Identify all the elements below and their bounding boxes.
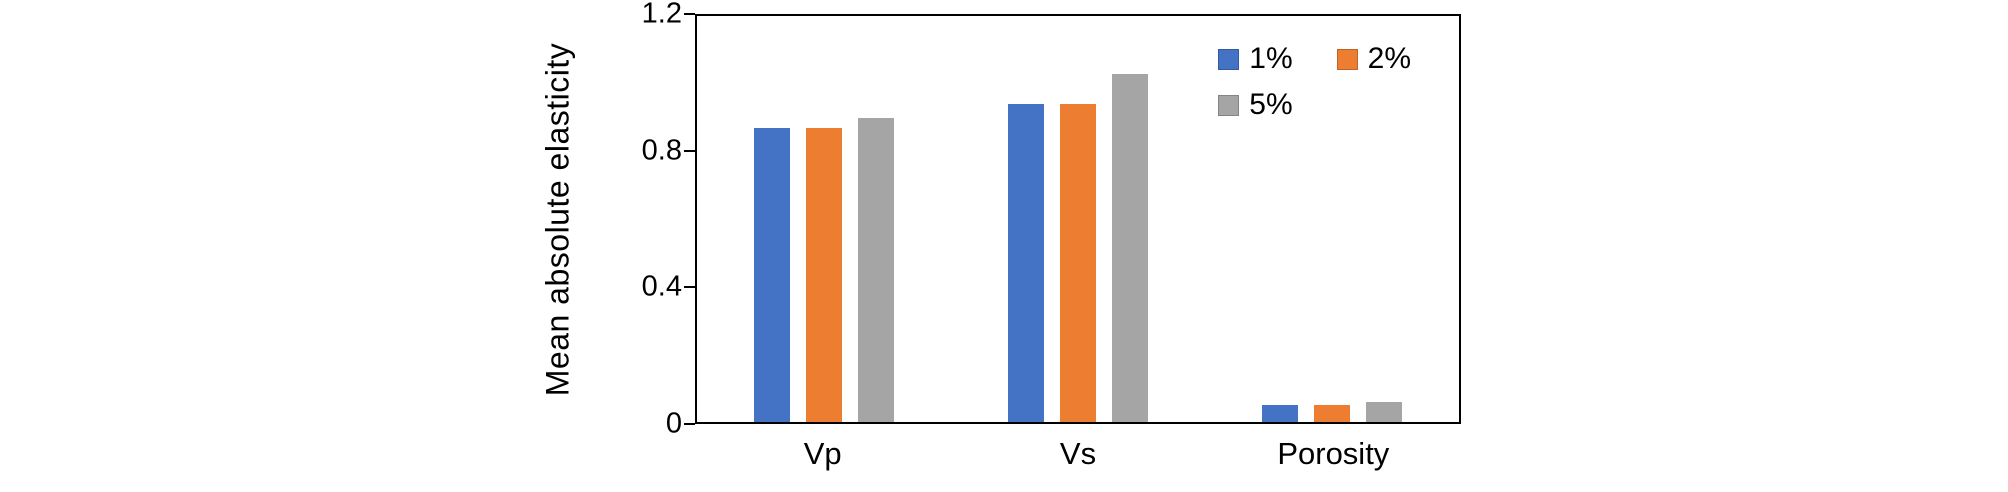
legend-label-2%: 2% <box>1367 42 1411 75</box>
bar-1%-vs <box>1008 103 1044 422</box>
bar-1%-vp <box>754 127 790 422</box>
y-tick-label: 1.2 <box>641 0 682 30</box>
bar-group-vs <box>951 16 1205 422</box>
y-tick-mark <box>684 286 695 289</box>
legend-swatch-5% <box>1218 94 1240 116</box>
legend-swatch-1% <box>1218 48 1240 70</box>
bar-1%-porosity <box>1262 405 1298 422</box>
plot-area: 1% 2% 5% <box>695 14 1461 424</box>
y-axis-tick-labels: 0 0.4 0.8 1.2 <box>560 0 682 438</box>
legend-swatch-2% <box>1336 48 1358 70</box>
legend-item-5%: 5% <box>1218 88 1293 121</box>
bar-5%-vs <box>1112 73 1148 422</box>
x-tick-label-vs: Vs <box>1059 436 1097 471</box>
legend-label-5%: 5% <box>1249 88 1293 121</box>
y-tick-label: 0.4 <box>641 270 682 303</box>
x-axis-labels: Vp Vs Porosity <box>695 438 1461 469</box>
bar-5%-vp <box>858 117 894 422</box>
bar-2%-vs <box>1060 103 1096 422</box>
y-tick-mark <box>684 149 695 152</box>
x-tick-label-vp: Vp <box>803 436 842 471</box>
legend-item-1%: 1% <box>1218 42 1293 75</box>
bar-groups <box>697 16 1459 422</box>
legend: 1% 2% 5% <box>1218 44 1411 120</box>
legend-item-2%: 2% <box>1336 42 1411 75</box>
y-tick-label: 0 <box>665 407 682 440</box>
y-axis-tick-marks <box>684 13 695 425</box>
bar-2%-vp <box>806 127 842 422</box>
x-tick-label-porosity: Porosity <box>1277 436 1390 471</box>
y-tick-label: 0.8 <box>641 134 682 167</box>
legend-label-1%: 1% <box>1249 42 1293 75</box>
y-tick-mark <box>684 423 695 425</box>
bar-group-vp <box>697 16 951 422</box>
bar-2%-porosity <box>1314 405 1350 422</box>
bar-5%-porosity <box>1366 401 1402 422</box>
bar-group-porosity <box>1205 16 1459 422</box>
y-tick-mark <box>684 13 695 15</box>
